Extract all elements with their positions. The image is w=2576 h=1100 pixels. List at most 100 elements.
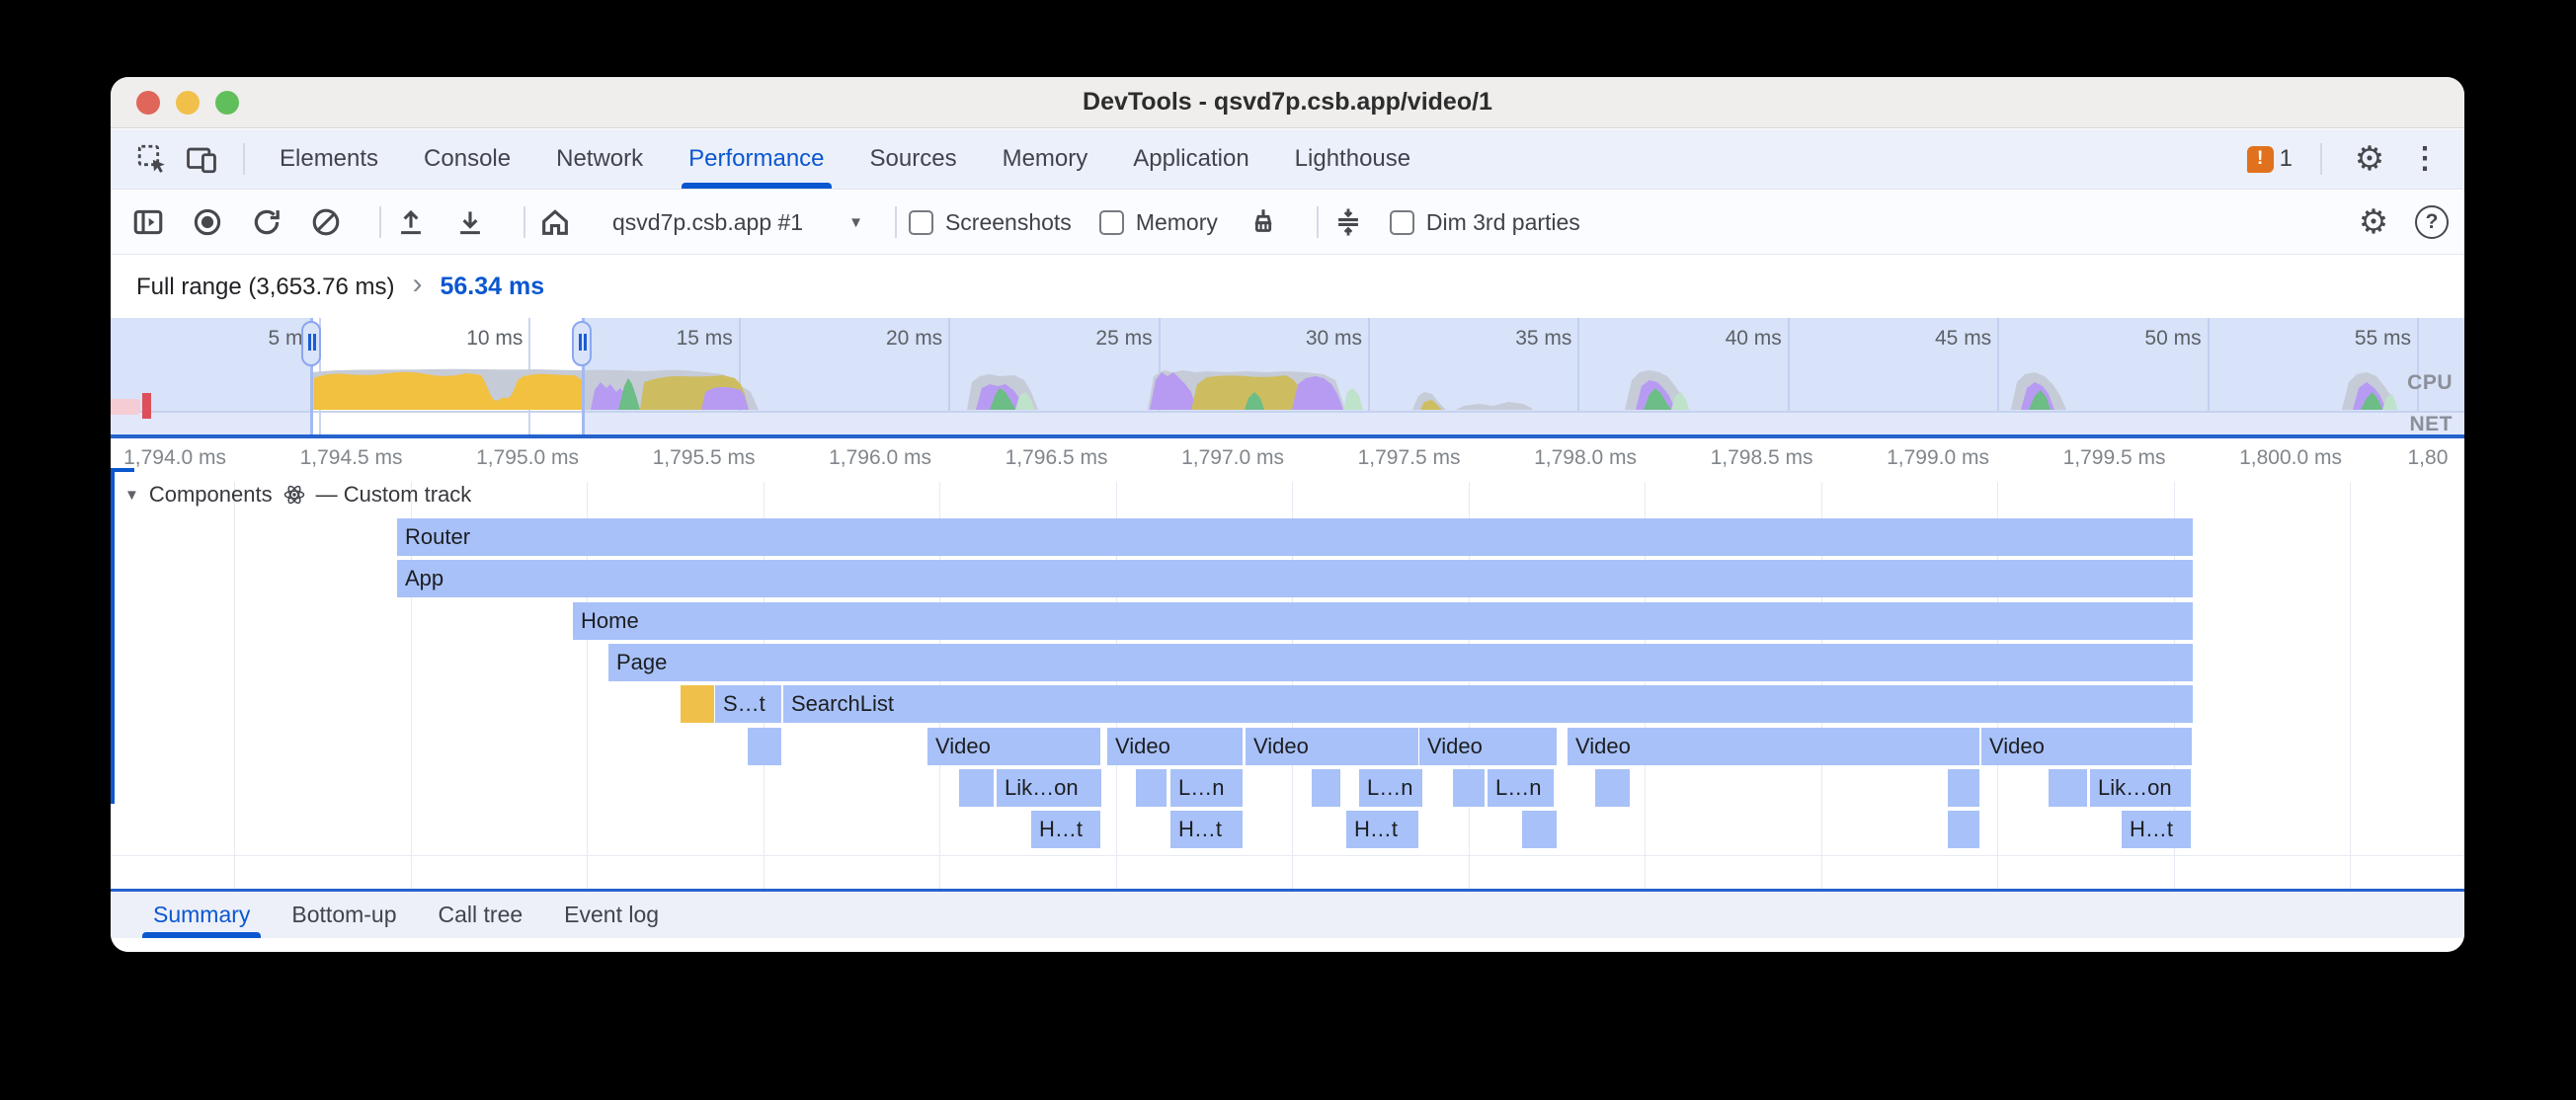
flame-bar-ln[interactable]: L…n: [1170, 769, 1243, 807]
selection-left-handle[interactable]: [301, 321, 321, 366]
track-header[interactable]: ▼ Components — Custom track: [124, 482, 471, 508]
panel-divider[interactable]: [111, 434, 2464, 438]
flame-bar-ln[interactable]: L…n: [1359, 769, 1422, 807]
settings-gear-icon[interactable]: ⚙: [2354, 140, 2385, 178]
ruler-tick-label: 1,799.5 ms: [2062, 446, 2166, 469]
download-profile-icon[interactable]: [452, 204, 488, 240]
flame-bar-likon[interactable]: Lik…on: [2090, 769, 2191, 807]
timeline-overview[interactable]: 5 ms 10 ms 15 ms 20 ms 25 ms 30 ms 35 ms 40 ms 4…: [111, 318, 2464, 434]
flame-bar-st[interactable]: S…t: [715, 685, 781, 723]
upload-profile-icon[interactable]: [393, 204, 429, 240]
flame-bar[interactable]: [748, 728, 781, 765]
checkbox-box[interactable]: [1389, 209, 1414, 235]
flame-bar[interactable]: [1595, 769, 1630, 807]
flame-bar[interactable]: [1948, 811, 1979, 848]
shortcuts-collapse-icon[interactable]: [1330, 204, 1366, 240]
flame-bar-video[interactable]: Video: [927, 728, 1100, 765]
active-tab-underline: [142, 932, 262, 938]
long-task-marker-red: [142, 393, 151, 419]
flame-chart-area[interactable]: 1,794.0 ms 1,794.5 ms 1,795.0 ms 1,795.5 ms…: [111, 438, 2464, 889]
full-range-label[interactable]: Full range (3,653.76 ms): [136, 273, 395, 300]
close-window-button[interactable]: [136, 91, 160, 115]
chevron-down-icon: ▼: [848, 213, 863, 231]
memory-checkbox[interactable]: Memory: [1098, 209, 1218, 236]
flame-bar-page[interactable]: Page: [608, 644, 2193, 681]
overview-gridline: [1368, 318, 1370, 434]
flame-bar-video[interactable]: Video: [1246, 728, 1418, 765]
tab-event-log[interactable]: Event log: [564, 902, 660, 927]
clear-icon[interactable]: [308, 204, 344, 240]
flame-bar-video[interactable]: Video: [1981, 728, 2192, 765]
performance-toolbar: qsvd7p.csb.app #1 ▼ Screenshots Memory: [111, 191, 2464, 255]
checkbox-box[interactable]: [1098, 209, 1124, 235]
selected-range-label[interactable]: 56.34 ms: [440, 273, 545, 300]
flame-bar-ht[interactable]: H…t: [1031, 811, 1100, 848]
collapse-triangle-icon[interactable]: ▼: [124, 486, 139, 504]
flame-bar[interactable]: [1136, 769, 1167, 807]
flame-bar-searchlist[interactable]: SearchList: [783, 685, 2193, 723]
flame-bar[interactable]: [959, 769, 994, 807]
flame-bar-router[interactable]: Router: [397, 518, 2193, 556]
flame-bar-video[interactable]: Video: [1568, 728, 1979, 765]
zoom-window-button[interactable]: [215, 91, 239, 115]
flame-bar[interactable]: [681, 685, 714, 723]
screenshots-checkbox[interactable]: Screenshots: [908, 208, 1072, 236]
record-and-reload-icon[interactable]: [249, 204, 284, 240]
home-icon[interactable]: [537, 204, 573, 240]
tab-call-tree[interactable]: Call tree: [438, 902, 523, 927]
flame-bar-video[interactable]: Video: [1419, 728, 1557, 765]
flame-bar[interactable]: [2049, 769, 2087, 807]
flame-bar-ht[interactable]: H…t: [1170, 811, 1243, 848]
range-breadcrumb: Full range (3,653.76 ms) › 56.34 ms: [111, 256, 2464, 318]
flame-gridline: [410, 482, 412, 889]
help-icon[interactable]: ?: [2415, 205, 2449, 239]
checkbox-box[interactable]: [908, 209, 933, 235]
flame-bar[interactable]: [1948, 769, 1979, 807]
inspect-element-icon[interactable]: [132, 139, 172, 179]
devtools-tabbar: Elements Console Network Performance Sources…: [111, 129, 2464, 190]
capture-settings-gear-icon[interactable]: ⚙: [2358, 203, 2389, 241]
panel-divider[interactable]: [111, 889, 2464, 892]
tab-console[interactable]: Console: [424, 145, 512, 172]
flame-bar[interactable]: [1522, 811, 1557, 848]
flame-bar-ht[interactable]: H…t: [1346, 811, 1418, 848]
tab-sources[interactable]: Sources: [869, 145, 957, 172]
minimize-window-button[interactable]: [176, 91, 200, 115]
net-lane: [111, 413, 312, 434]
checkbox-label: Screenshots: [944, 208, 1072, 235]
toggle-sidebar-icon[interactable]: [130, 204, 166, 240]
tab-lighthouse[interactable]: Lighthouse: [1294, 145, 1411, 172]
flame-bar-home[interactable]: Home: [573, 602, 2193, 640]
tab-performance[interactable]: Performance: [666, 129, 846, 189]
flame-bar-video[interactable]: Video: [1107, 728, 1243, 765]
collect-garbage-icon[interactable]: [1246, 204, 1281, 240]
tab-network[interactable]: Network: [556, 145, 644, 172]
overview-gridline: [1577, 318, 1580, 434]
flame-bar[interactable]: [1312, 769, 1340, 807]
flame-bar-ht[interactable]: H…t: [2122, 811, 2191, 848]
tab-memory[interactable]: Memory: [1002, 145, 1088, 172]
overview-tick-label: 40 ms: [1725, 327, 1782, 350]
tab-elements[interactable]: Elements: [280, 145, 379, 172]
tab-application[interactable]: Application: [1133, 145, 1249, 172]
long-task-marker: [111, 399, 140, 415]
flame-bar[interactable]: [1453, 769, 1485, 807]
device-toolbar-icon[interactable]: [182, 139, 221, 179]
window-titlebar[interactable]: DevTools - qsvd7p.csb.app/video/1: [111, 77, 2464, 128]
flame-bar-ln[interactable]: L…n: [1488, 769, 1554, 807]
flame-bar-app[interactable]: App: [397, 560, 2193, 597]
target-selector-dropdown[interactable]: qsvd7p.csb.app #1 ▼: [612, 209, 863, 236]
overview-gridline: [2417, 318, 2419, 434]
overview-tick-label: 50 ms: [2144, 327, 2202, 350]
flame-gridline: [587, 482, 588, 889]
cpu-activity-chart: [312, 368, 2397, 410]
divider: [2320, 143, 2322, 175]
more-options-icon[interactable]: ⋮: [2410, 142, 2440, 175]
tab-bottom-up[interactable]: Bottom-up: [291, 902, 397, 927]
flame-bar-likon[interactable]: Lik…on: [997, 769, 1101, 807]
record-button[interactable]: [190, 204, 225, 240]
tab-summary[interactable]: Summary: [132, 892, 271, 938]
selection-right-handle[interactable]: [572, 321, 592, 366]
issues-counter[interactable]: ! 1: [2246, 145, 2293, 173]
dim-3rd-parties-checkbox[interactable]: Dim 3rd parties: [1389, 209, 1580, 236]
